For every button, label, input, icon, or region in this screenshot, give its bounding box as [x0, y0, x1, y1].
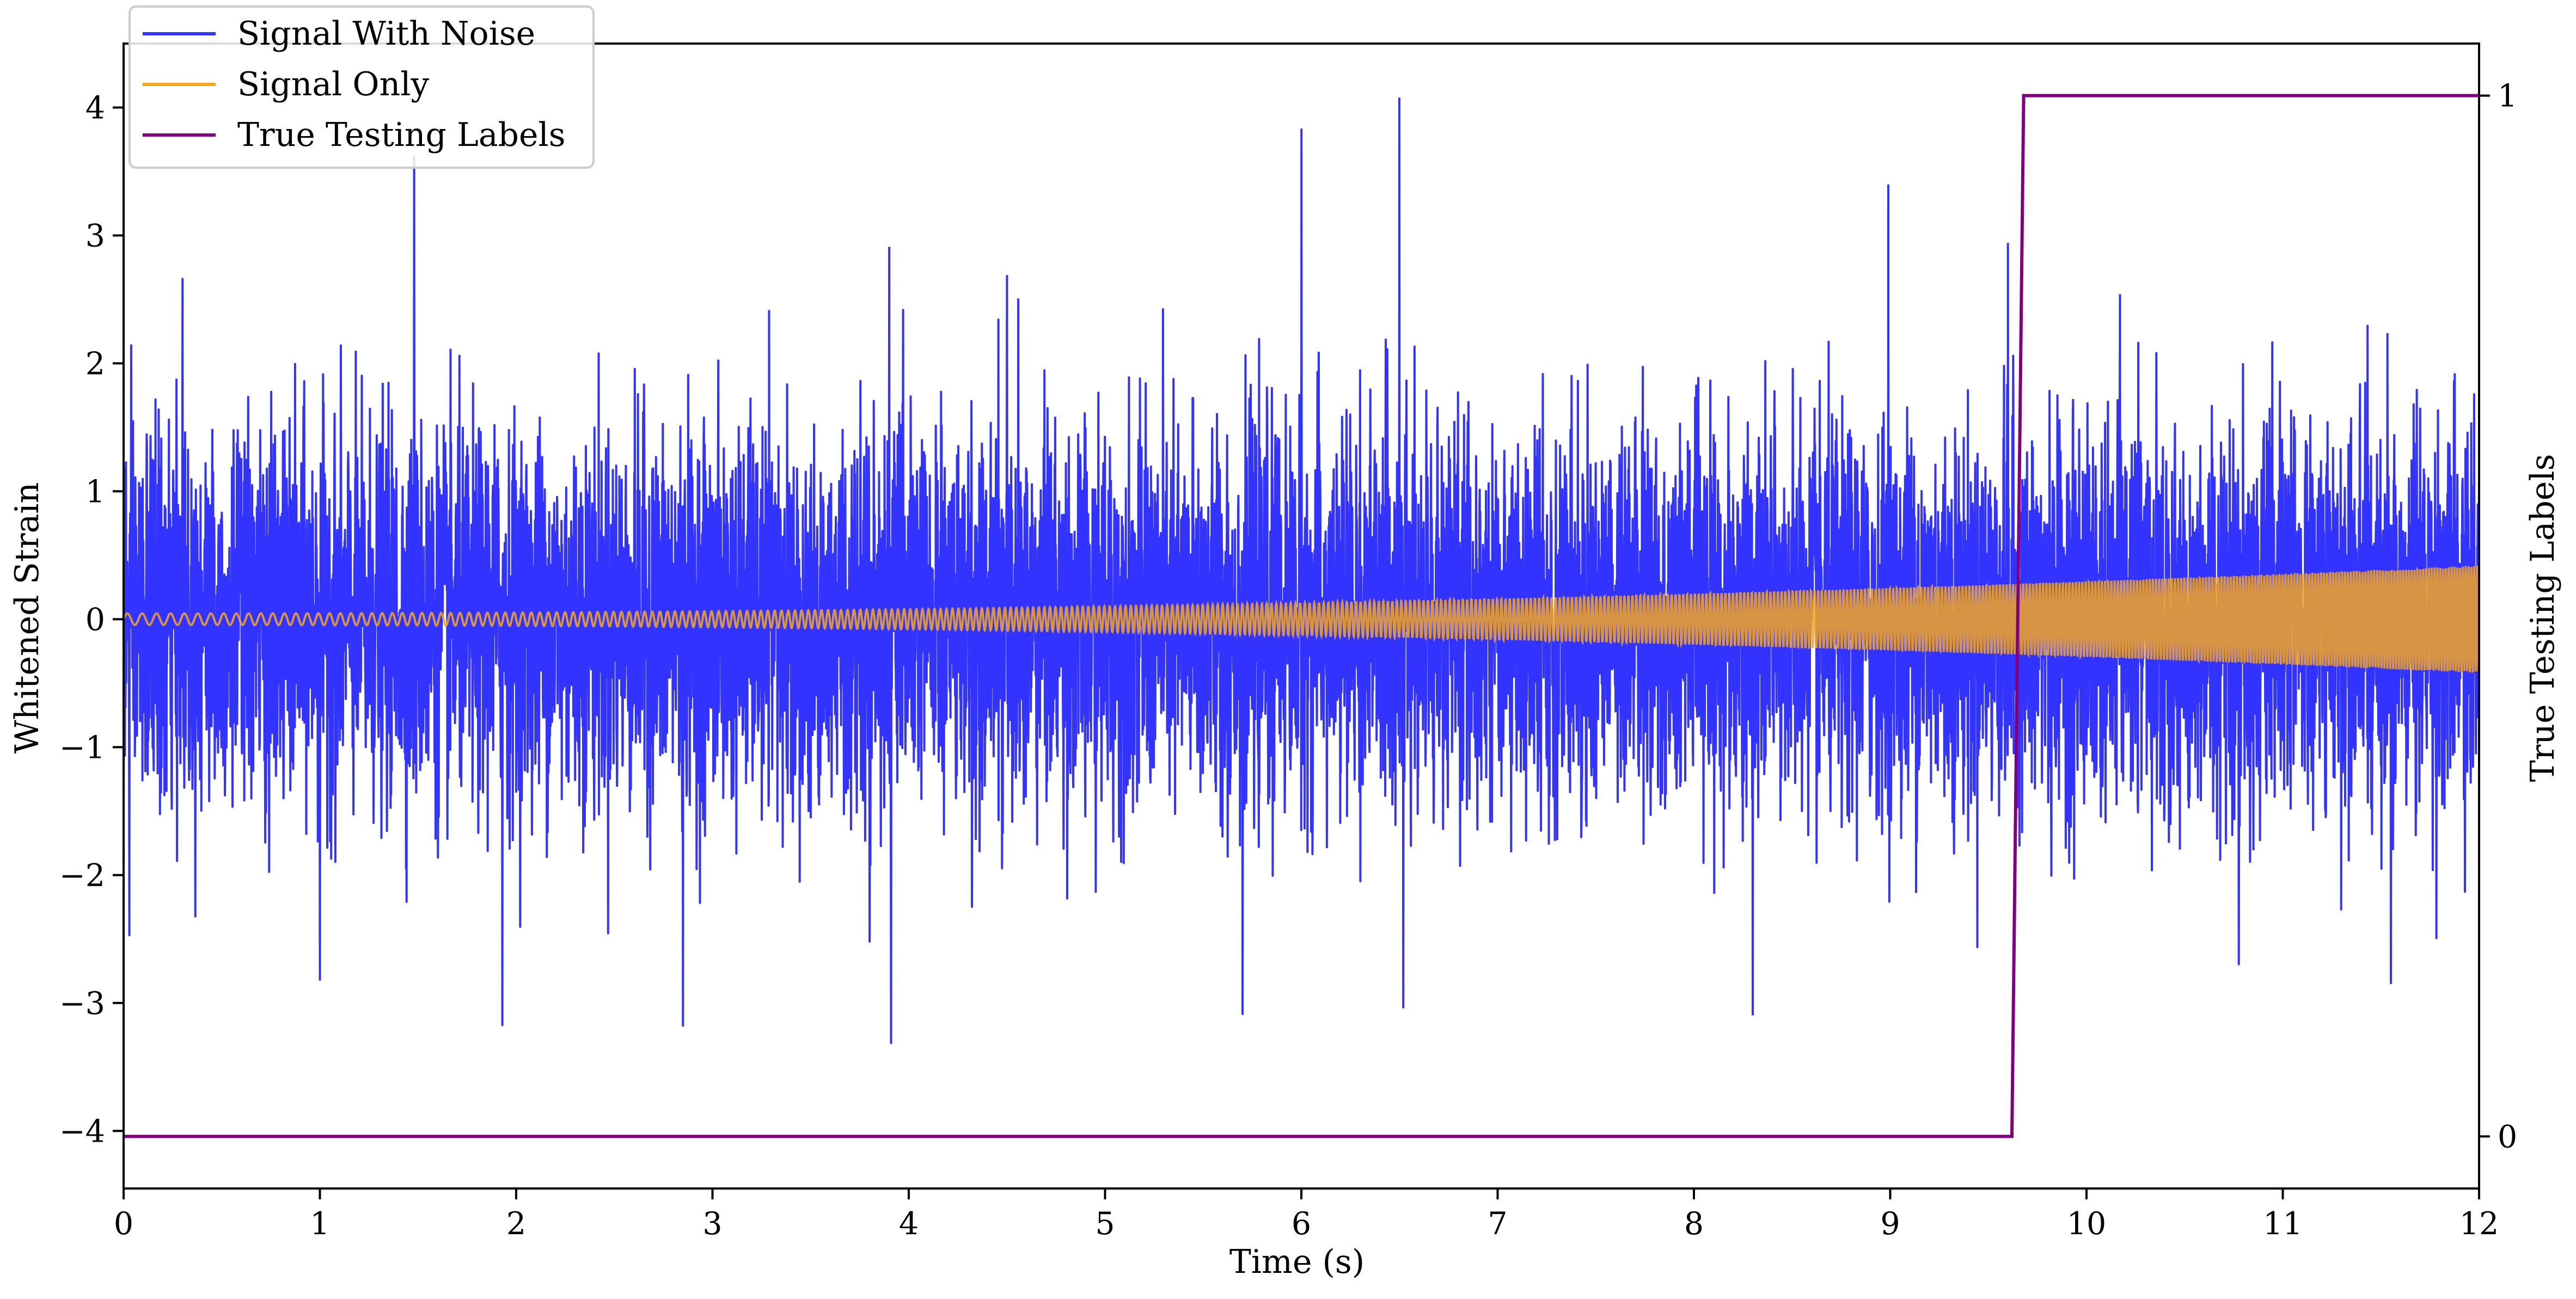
legend-label-signal-only: Signal Only [237, 65, 429, 103]
y-tick-label: 2 [85, 346, 105, 382]
y-tick-label: 0 [85, 602, 105, 638]
x-tick-label: 3 [702, 1206, 722, 1242]
y-axis-left: −4 −3 −2 −1 0 1 2 3 4 [59, 90, 124, 1149]
legend-label-true-testing-labels: True Testing Labels [237, 116, 566, 154]
y-tick-label: −1 [59, 730, 105, 765]
x-tick-label: 12 [2459, 1206, 2499, 1242]
x-tick-label: 6 [1292, 1206, 1311, 1242]
x-tick-label: 9 [1880, 1206, 1900, 1242]
y-axis-right: 01 [2479, 78, 2517, 1155]
plot-area [124, 94, 2479, 1138]
y-tick-label: 4 [85, 90, 105, 126]
y2-axis-title: True Testing Labels [2524, 454, 2562, 782]
y-tick-label: −3 [59, 985, 105, 1021]
x-tick-label: 7 [1488, 1206, 1507, 1242]
y-axis-title: Whitened Strain [8, 482, 46, 753]
y2-tick-label: 1 [2498, 78, 2517, 114]
y-tick-label: −4 [59, 1113, 105, 1149]
x-tick-label: 1 [310, 1206, 329, 1242]
series-line-true-testing-labels [124, 94, 2479, 1138]
x-tick-label: 0 [114, 1206, 133, 1242]
x-tick-label: 5 [1095, 1206, 1115, 1242]
x-tick-label: 8 [1684, 1206, 1704, 1242]
y-tick-label: 1 [85, 474, 105, 510]
legend: Signal With Noise Signal Only True Testi… [129, 5, 595, 169]
series-line-signal-only [124, 565, 2479, 673]
y-tick-label: −2 [59, 857, 105, 893]
x-tick-label: 2 [506, 1206, 526, 1242]
y2-tick-label: 0 [2498, 1119, 2517, 1155]
x-tick-label: 10 [2067, 1206, 2107, 1242]
x-axis-title: Time (s) [1229, 1243, 1365, 1281]
series-line-signal-with-noise [124, 97, 2479, 1044]
x-tick-label: 4 [899, 1206, 919, 1242]
y-tick-label: 3 [85, 218, 105, 254]
legend-box [129, 5, 595, 169]
x-tick-label: 11 [2263, 1206, 2303, 1242]
legend-label-signal-with-noise: Signal With Noise [237, 15, 535, 53]
x-axis: 0 1 2 3 4 5 6 7 8 9 10 11 12 [114, 1188, 2499, 1242]
